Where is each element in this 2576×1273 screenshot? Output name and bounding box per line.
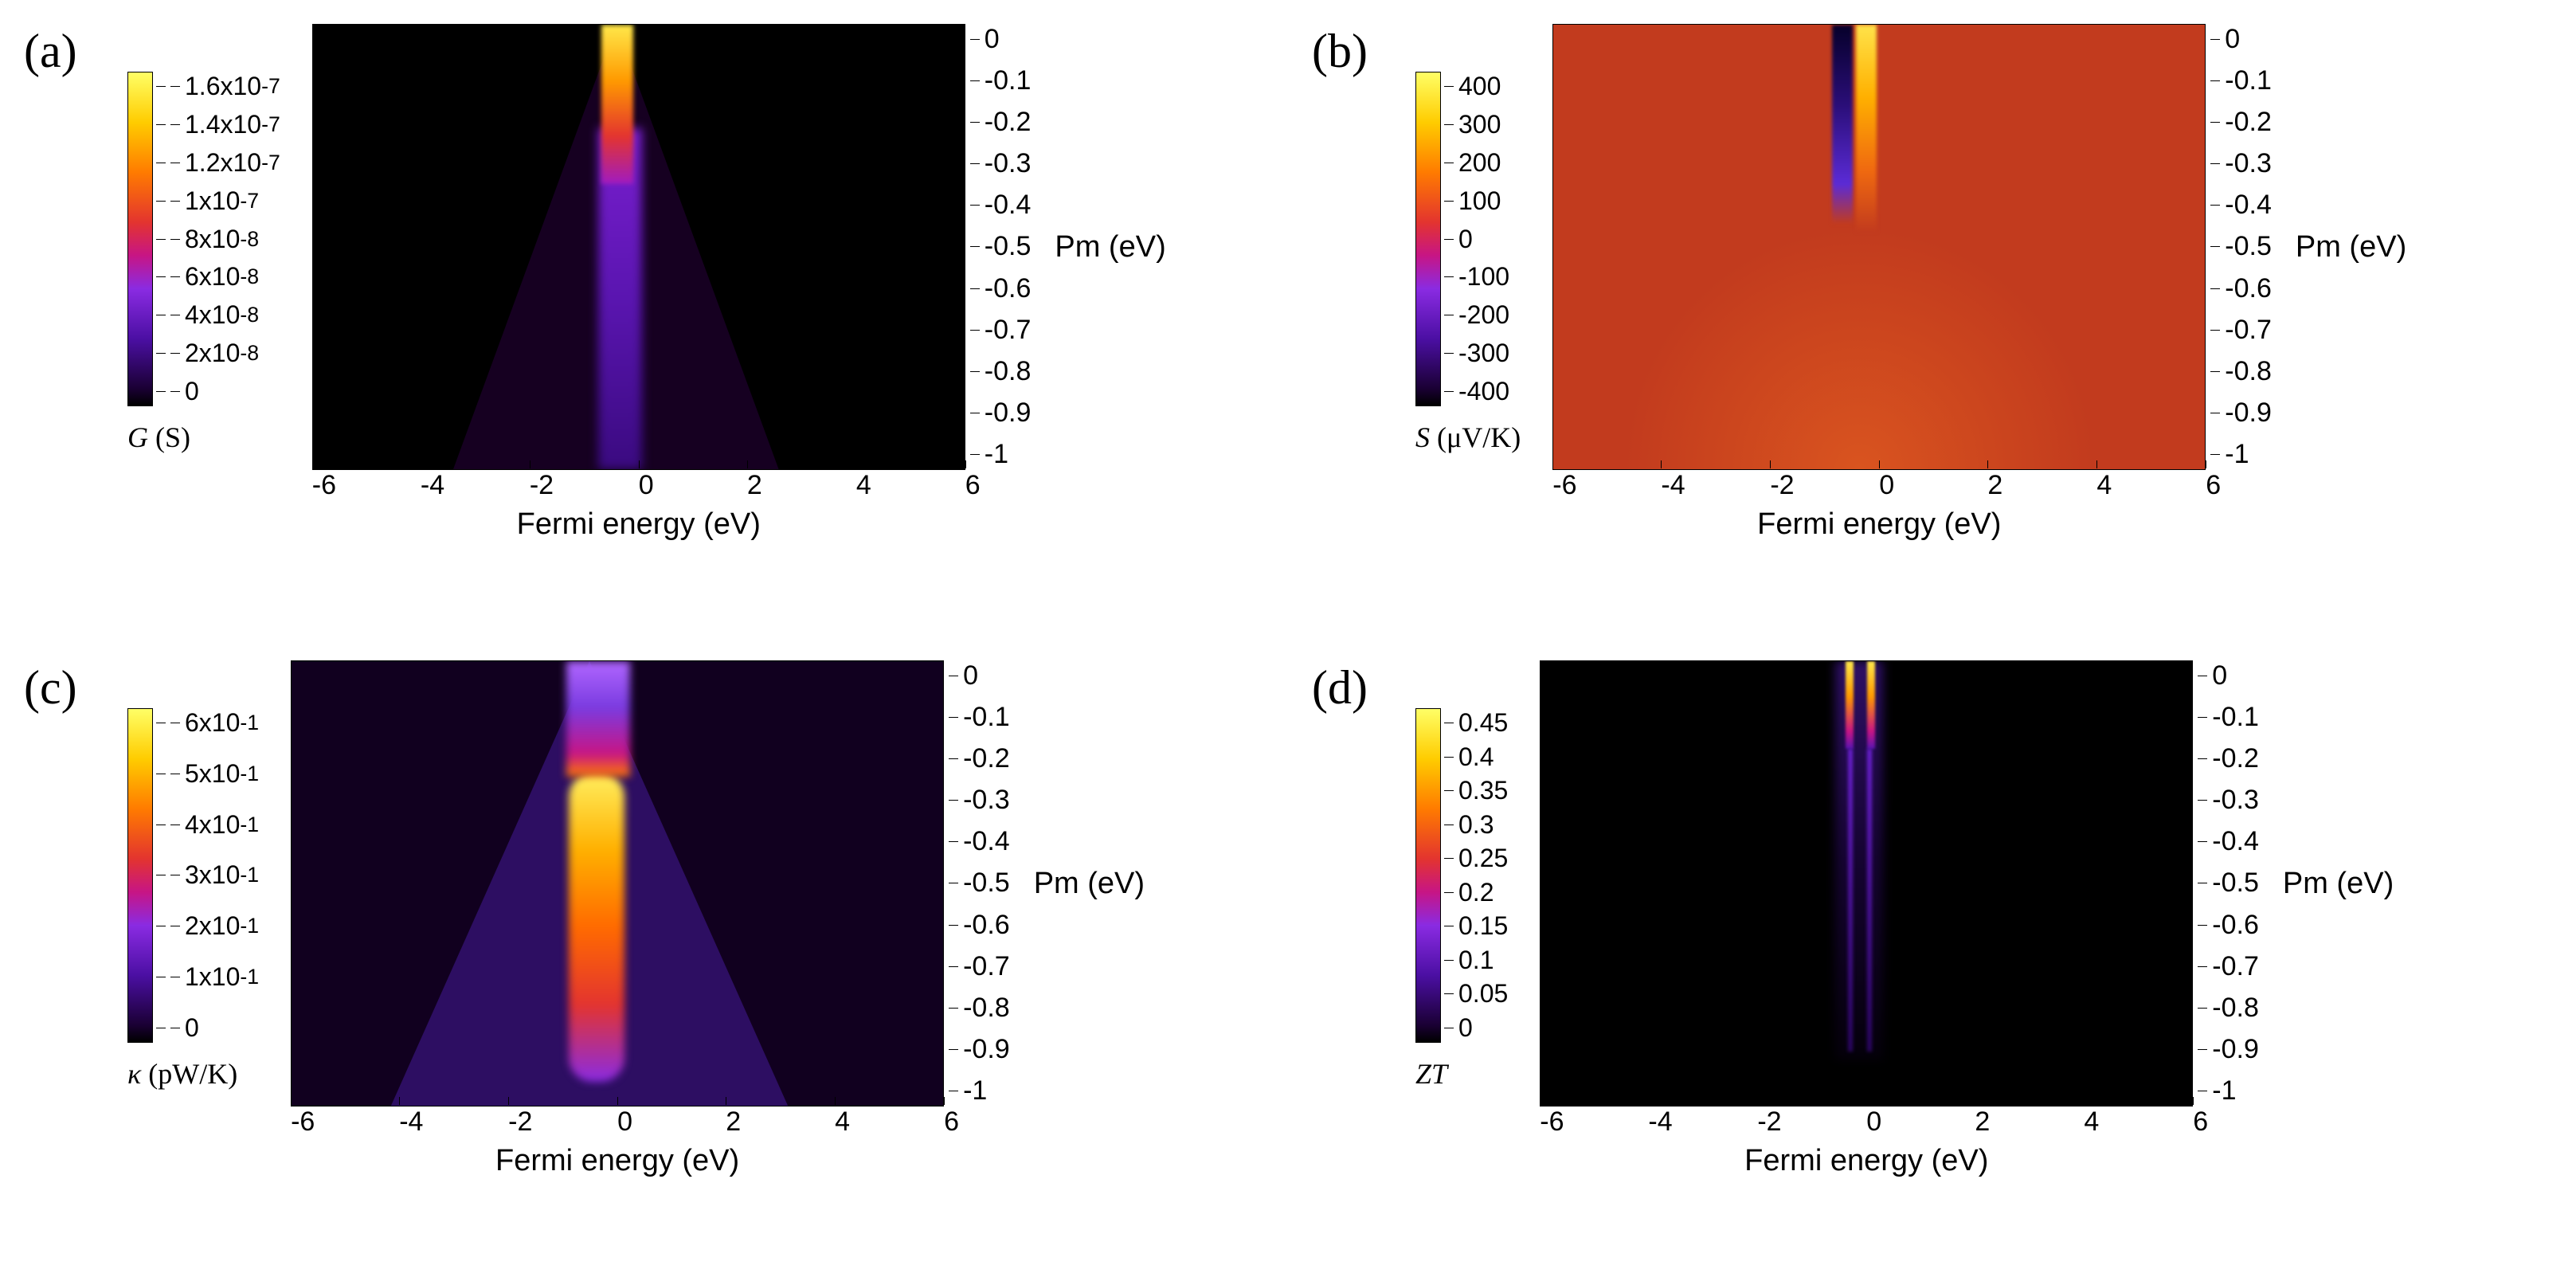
colorbar-ticks-b: 400300 200100 0-100 -200-300 -400 <box>1444 72 1509 406</box>
heatmap-a <box>312 24 965 470</box>
colorbar-strip-c <box>127 708 153 1043</box>
colorbar-d: 0.450.4 0.350.3 0.250.2 0.150.1 0.050 ZT <box>1415 708 1508 1091</box>
y-ticks-d: 0-0.1 -0.2-0.3 -0.4-0.5 -0.6-0.7 -0.8-0.… <box>2198 660 2259 1107</box>
panel-b: (b) 400300 200100 0-100 -200-300 -400 S … <box>1288 0 2576 636</box>
panel-letter-b: (b) <box>1312 24 1368 79</box>
colorbar-strip-b <box>1415 72 1441 406</box>
colorbar-ticks-c: 6x10-1 5x10-1 4x10-1 3x10-1 2x10-1 1x10-… <box>156 708 259 1043</box>
colorbar-strip-d <box>1415 708 1441 1043</box>
colorbar-ticks-a: 1.6x10-7 1.4x10-7 1.2x10-7 1x10-7 8x10-8… <box>156 72 280 406</box>
colorbar-b: 400300 200100 0-100 -200-300 -400 S (μV/… <box>1415 72 1521 454</box>
heatmap-c <box>291 660 944 1107</box>
colorbar-a: 1.6x10-7 1.4x10-7 1.2x10-7 1x10-7 8x10-8… <box>127 72 280 454</box>
panel-d: (d) 0.450.4 0.350.3 0.250.2 0.150.1 0.05… <box>1288 636 2576 1273</box>
y-ticks-a: 0-0.1 -0.2-0.3 -0.4-0.5 -0.6-0.7 -0.8-0.… <box>970 24 1032 470</box>
colorbar-ticks-d: 0.450.4 0.350.3 0.250.2 0.150.1 0.050 <box>1444 708 1508 1043</box>
x-axis-c: -6 -4 -2 0 2 4 6 Fermi energy (eV) <box>291 1107 944 1170</box>
x-axis-a: -6 -4 -2 0 2 4 6 Fermi energy (eV) <box>312 470 965 534</box>
x-label-a: Fermi energy (eV) <box>312 507 965 542</box>
panel-letter-d: (d) <box>1312 660 1368 715</box>
x-axis-b: -6 -4 -2 0 2 4 6 Fermi energy (eV) <box>1552 470 2206 534</box>
y-label-a: Pm (eV) <box>1055 230 1165 264</box>
plot-wrap-a: -6 -4 -2 0 2 4 6 Fermi energy (eV) 0-0. <box>312 24 1166 534</box>
panel-letter-c: (c) <box>24 660 77 715</box>
colorbar-strip-a <box>127 72 153 406</box>
colorbar-label-b: S (μV/K) <box>1415 421 1521 454</box>
y-ticks-c: 0-0.1 -0.2-0.3 -0.4-0.5 -0.6-0.7 -0.8-0.… <box>949 660 1010 1107</box>
panel-a-body: 1.6x10-7 1.4x10-7 1.2x10-7 1x10-7 8x10-8… <box>127 24 1256 605</box>
colorbar-label-c: κ (pW/K) <box>127 1057 237 1091</box>
colorbar-label-a: G (S) <box>127 421 190 454</box>
figure-grid: (a) 1.6x10-7 1.4x10-7 1.2x10-7 1x10-7 8x… <box>0 0 2576 1273</box>
colorbar-c: 6x10-1 5x10-1 4x10-1 3x10-1 2x10-1 1x10-… <box>127 708 259 1091</box>
panel-a: (a) 1.6x10-7 1.4x10-7 1.2x10-7 1x10-7 8x… <box>0 0 1288 636</box>
y-ticks-b: 0-0.1 -0.2-0.3 -0.4-0.5 -0.6-0.7 -0.8-0.… <box>2210 24 2272 470</box>
colorbar-label-d: ZT <box>1415 1057 1447 1091</box>
panel-c: (c) 6x10-1 5x10-1 4x10-1 3x10-1 2x10-1 1… <box>0 636 1288 1273</box>
heatmap-b <box>1552 24 2206 470</box>
panel-letter-a: (a) <box>24 24 77 79</box>
heatmap-d <box>1540 660 2193 1107</box>
x-axis-d: -6 -4 -2 0 2 4 6 Fermi energy (eV) <box>1540 1107 2193 1170</box>
